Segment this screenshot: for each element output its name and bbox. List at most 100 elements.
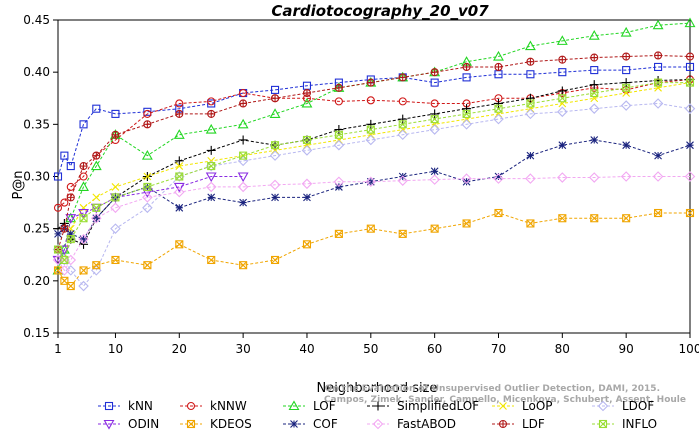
data-point-lof	[173, 129, 185, 139]
data-point-knn	[53, 172, 63, 181]
data-point-ldof	[333, 139, 345, 151]
data-point-fastabod	[237, 181, 249, 193]
data-point-knn	[92, 104, 101, 113]
x-tick-label: 70	[491, 342, 506, 356]
legend-label: FastABOD	[397, 417, 456, 431]
data-point-fastabod	[429, 174, 440, 185]
data-point-knn	[558, 68, 567, 77]
data-point-kdeos	[175, 240, 184, 249]
legend-item-loop: LoOP	[492, 399, 553, 413]
data-point-fastabod	[110, 202, 121, 214]
data-point-fastabod	[365, 176, 377, 187]
data-point-knn	[60, 151, 69, 160]
data-point-ldf	[334, 83, 343, 92]
data-point-kdeos	[60, 276, 69, 285]
data-point-kdeos	[654, 208, 663, 218]
data-point-ldof	[557, 106, 568, 118]
legend-item-lof: LOF	[283, 399, 336, 413]
data-point-cof	[558, 141, 567, 150]
data-point-cof	[462, 177, 471, 186]
y-axis-label: P@n	[11, 170, 26, 199]
series-line-simplifiedlof	[57, 79, 691, 245]
data-point-ldof	[620, 100, 632, 111]
data-point-fastabod	[142, 192, 153, 203]
legend-label: LoOP	[522, 399, 553, 413]
x-tick-label: 40	[299, 342, 314, 356]
legend-label: LDOF	[622, 399, 654, 413]
data-point-fastabod	[461, 173, 472, 184]
data-point-loop	[111, 183, 120, 191]
data-point-inflo	[590, 88, 599, 98]
data-point-cof	[239, 198, 248, 207]
data-point-knn	[79, 120, 88, 129]
data-point-kdeos	[558, 214, 567, 223]
series-lof	[52, 17, 696, 275]
data-point-inflo	[271, 141, 280, 150]
legend-label: kNNW	[210, 399, 247, 413]
data-point-cof	[207, 193, 216, 202]
data-point-kdeos	[239, 261, 248, 270]
legend-marker	[103, 419, 115, 430]
data-point-ldf	[494, 62, 503, 71]
data-point-kdeos	[430, 224, 439, 233]
data-point-ldof	[397, 129, 409, 141]
data-point-kdeos	[685, 208, 695, 218]
legend-item-kdeos: KDEOS	[180, 417, 252, 431]
data-point-knnw	[60, 198, 69, 207]
data-point-inflo	[79, 214, 88, 223]
data-point-kdeos	[207, 255, 216, 265]
legend-marker	[597, 400, 609, 412]
data-point-inflo	[175, 172, 184, 181]
data-point-knnw	[66, 182, 75, 191]
data-point-inflo	[66, 235, 75, 244]
data-point-lof	[205, 123, 217, 134]
data-point-simplifiedlof	[589, 80, 599, 90]
axes-layer: 1 10 20 30 40 50 60 70 80 90 100 0.15 0.20 0.25 0.30 0.…	[23, 13, 699, 356]
data-point-odin	[205, 172, 217, 183]
legend-marker	[598, 419, 608, 429]
data-point-kdeos	[462, 219, 471, 228]
data-point-ldof	[525, 108, 536, 120]
data-point-ldf	[430, 68, 439, 77]
data-point-inflo	[494, 104, 503, 113]
data-point-lof	[237, 118, 249, 129]
legend-label: ODIN	[128, 417, 159, 431]
data-point-knn	[111, 109, 120, 118]
x-tick-label: 100	[679, 342, 699, 356]
data-point-fastabod	[557, 172, 568, 183]
data-point-inflo	[558, 94, 567, 103]
legend-label: SimplifiedLOF	[397, 399, 479, 413]
data-point-fastabod	[59, 265, 70, 276]
data-point-ldof	[110, 223, 121, 234]
data-point-loop	[92, 193, 101, 202]
legend-label: INFLO	[622, 417, 657, 431]
data-point-ldf	[462, 62, 471, 71]
data-point-inflo	[685, 78, 695, 87]
data-point-cof	[654, 151, 662, 160]
data-point-cof	[303, 193, 311, 202]
y-tick-label: 0.20	[23, 274, 50, 288]
data-point-knnw	[143, 109, 152, 118]
data-point-ldof	[142, 202, 153, 214]
data-point-fastabod	[684, 171, 696, 182]
data-point-knnw	[334, 97, 343, 106]
data-point-loop	[143, 172, 152, 181]
data-point-knnw	[175, 99, 184, 108]
data-point-cof	[271, 193, 279, 202]
watermark: Campos, Zimek, Sander, Campello, Micenko…	[324, 384, 686, 405]
data-point-inflo	[239, 151, 248, 160]
data-point-kdeos	[590, 214, 599, 223]
data-point-odin	[173, 182, 185, 193]
data-point-fastabod	[91, 212, 102, 224]
data-point-ldof	[493, 113, 504, 125]
data-point-kdeos	[302, 240, 312, 249]
data-point-inflo	[654, 78, 663, 87]
data-point-fastabod	[620, 171, 632, 182]
data-point-simplifiedlof	[462, 104, 472, 114]
data-point-lof	[90, 160, 102, 171]
data-point-knnw	[398, 97, 407, 106]
data-point-inflo	[366, 125, 375, 134]
x-tick-label: 20	[172, 342, 187, 356]
data-point-cof	[366, 177, 375, 186]
